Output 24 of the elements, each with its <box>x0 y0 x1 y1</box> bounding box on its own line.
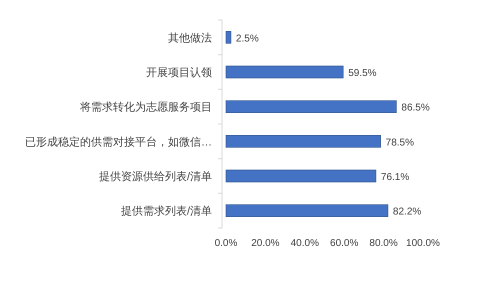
x-tick-label: 0.0% <box>214 238 238 249</box>
y-tick-label: 已形成稳定的供需对接平台，如微信… <box>25 135 212 148</box>
y-tick-label: 提供需求列表/清单 <box>120 204 212 218</box>
bar <box>226 66 344 78</box>
y-tick-label: 提供资源供给列表/清单 <box>98 170 212 183</box>
data-label: 59.5% <box>348 68 377 79</box>
x-tick-label: 60.0% <box>330 238 358 249</box>
data-label: 86.5% <box>401 102 430 114</box>
bar <box>226 100 397 113</box>
data-label: 78.5% <box>386 137 414 148</box>
data-label: 82.2% <box>392 206 422 218</box>
x-tick-label: 40.0% <box>290 238 320 249</box>
y-tick-label: 将需求转化为志愿服务项目 <box>79 100 212 114</box>
x-tick-label: 20.0% <box>251 238 280 249</box>
data-label: 2.5% <box>236 33 259 44</box>
y-tick-label: 开展项目认领 <box>146 67 212 79</box>
bar <box>226 135 381 148</box>
bar <box>226 170 376 182</box>
x-tick-label: 80.0% <box>369 238 398 249</box>
x-tick-label: 100.0% <box>406 238 440 249</box>
bar <box>226 31 232 44</box>
bar <box>226 204 388 217</box>
data-label: 76.1% <box>380 172 410 183</box>
y-tick-label: 其他做法 <box>168 31 212 44</box>
